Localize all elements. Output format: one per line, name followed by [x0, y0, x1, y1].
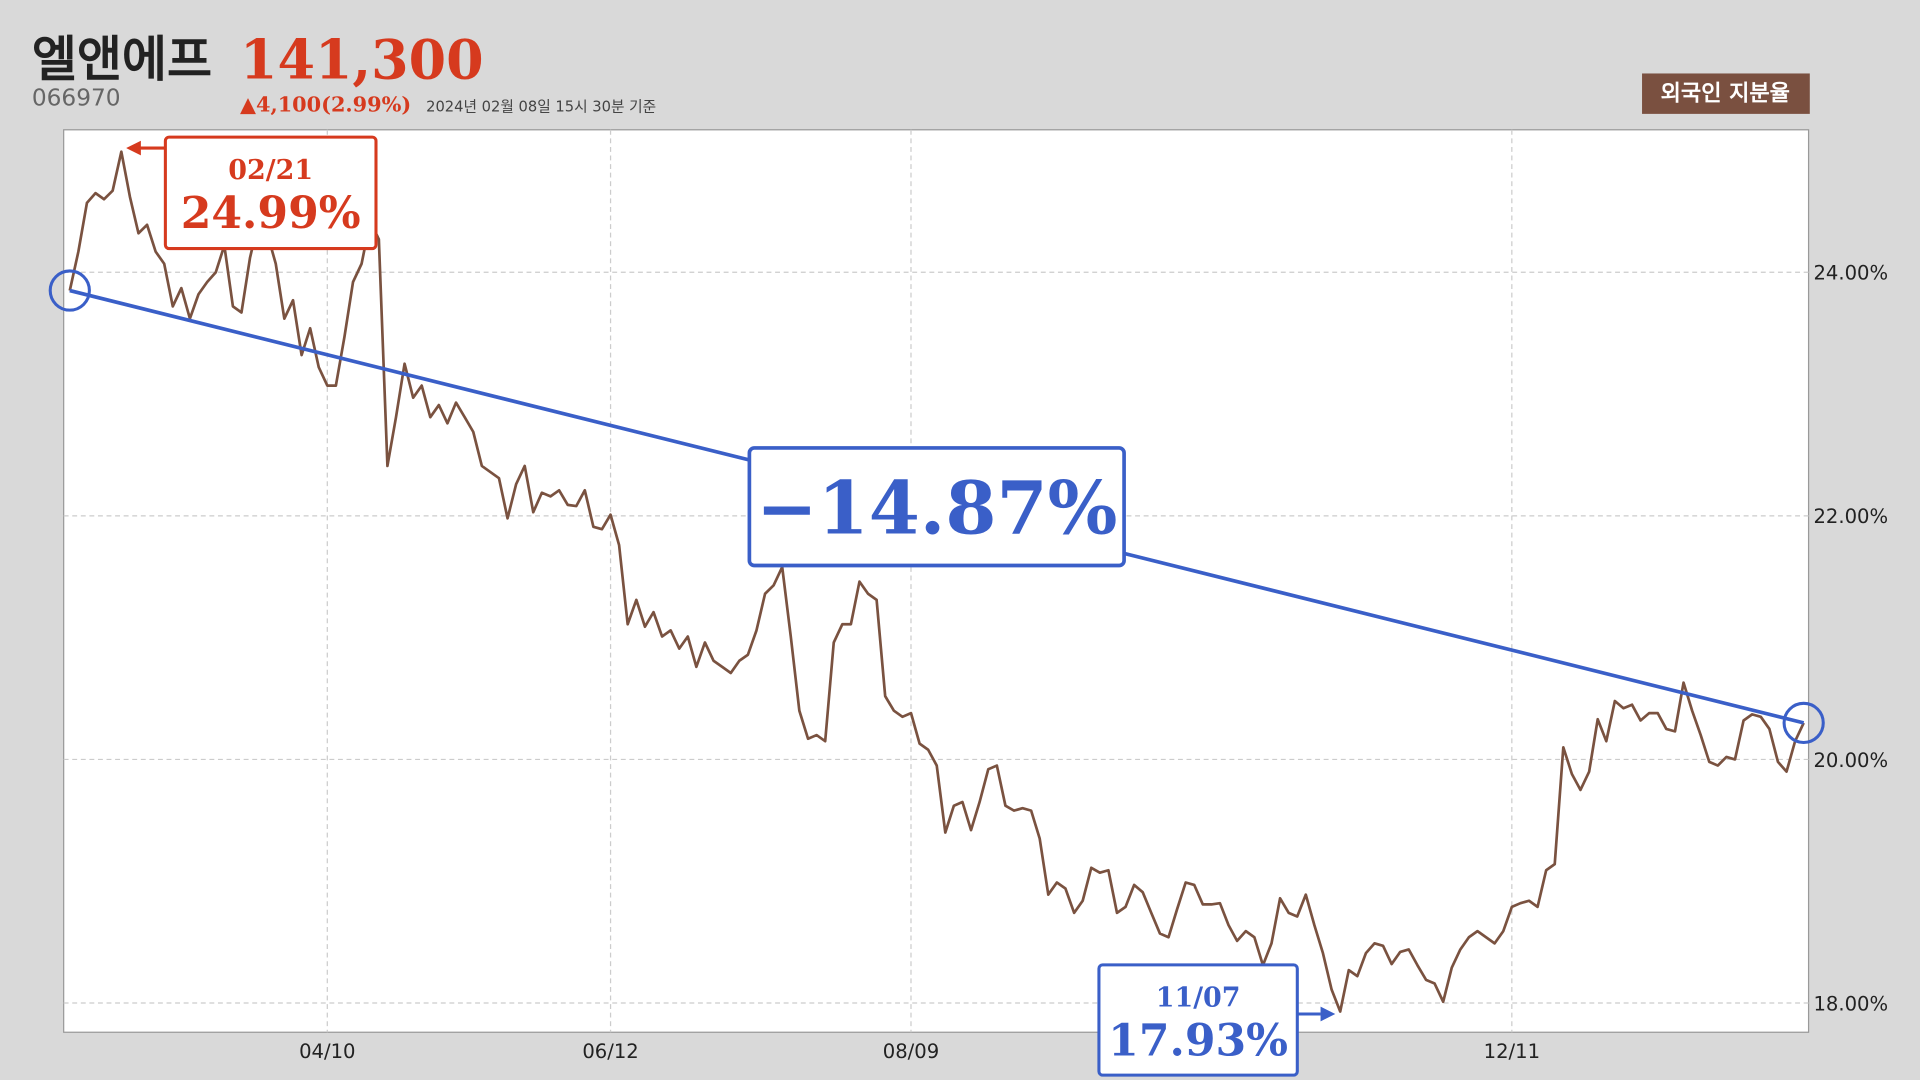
badge-bg: [1642, 73, 1810, 114]
x-tick-label: 12/11: [1484, 1040, 1540, 1063]
x-tick-label: 06/12: [582, 1040, 638, 1063]
peak-box: [163, 135, 378, 251]
peak-arrowhead: [126, 140, 141, 156]
y-tick-label: 20.00%: [1813, 749, 1888, 772]
data-line: [68, 150, 1805, 1013]
peak-date: 02/21: [228, 155, 313, 186]
stock-price: 141,300: [240, 27, 484, 91]
y-tick-label: 18.00%: [1813, 992, 1888, 1015]
stock-name: 엘앤에프: [32, 31, 212, 88]
min-box: [1097, 963, 1299, 1077]
y-tick-label: 24.00%: [1813, 262, 1888, 285]
price-change: ▲4,100(2.99%): [240, 91, 411, 116]
min-value: 17.93%: [1108, 1016, 1288, 1067]
min-date: 11/07: [1156, 983, 1241, 1014]
stock-code: 066970: [32, 84, 121, 111]
trend-end: [1782, 701, 1825, 745]
change-label: −14.87%: [756, 466, 1117, 552]
x-tick-label: 08/09: [883, 1040, 939, 1063]
change-box: [747, 446, 1126, 568]
y-tick-label: 22.00%: [1813, 505, 1888, 528]
plot-area: [63, 129, 1810, 1033]
trend-start: [48, 269, 91, 312]
peak-value: 24.99%: [181, 188, 361, 239]
min-arrowhead: [1320, 1006, 1336, 1022]
x-tick-label: 04/10: [299, 1040, 355, 1063]
timestamp: 2024년 02월 08일 15시 30분 기준: [426, 98, 656, 115]
badge: 외국인 지분율: [1661, 81, 1790, 106]
